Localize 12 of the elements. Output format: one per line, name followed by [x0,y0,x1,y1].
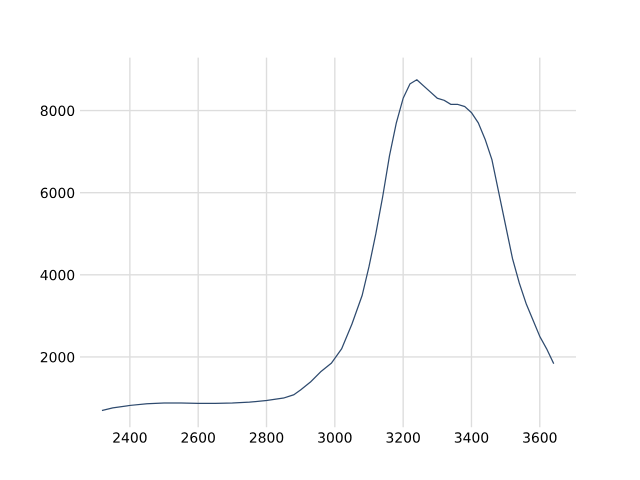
y-tick-label: 6000 [40,188,74,198]
line-series [102,79,554,411]
x-tick-label: 2800 [250,432,284,443]
y-tick-label: 4000 [40,270,74,280]
x-tick-label: 3600 [523,432,557,443]
x-tick-label: 3400 [454,432,488,443]
x-tick-label: 3000 [318,432,352,443]
x-tick-label: 2400 [113,432,147,443]
y-tick-label: 8000 [40,106,74,116]
x-tick-label: 3200 [386,432,420,443]
y-tick-label: 2000 [40,352,74,362]
x-tick-label: 2600 [182,432,215,443]
